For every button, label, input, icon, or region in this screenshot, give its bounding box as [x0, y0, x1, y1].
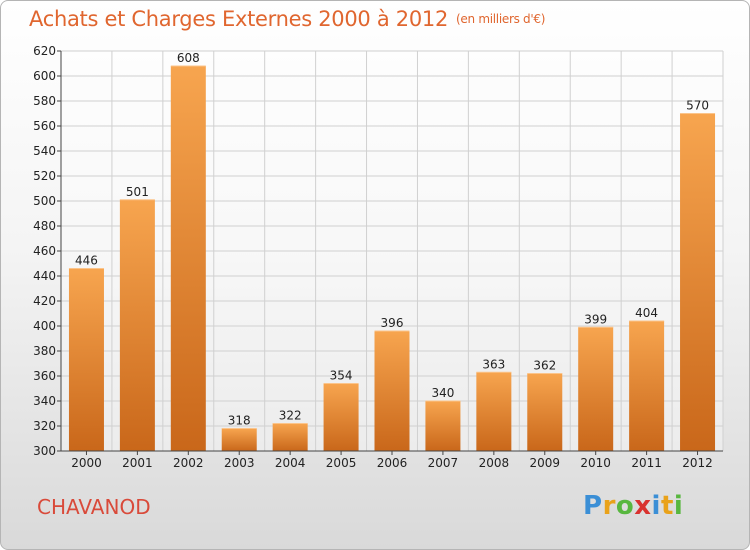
y-tick-label: 600 — [33, 69, 56, 83]
labels: 300 320 340 360 380 400 420 440 460 480 500 520 540 5… — [33, 44, 713, 470]
bar-value-label: 340 — [431, 386, 454, 400]
bar — [476, 372, 512, 451]
logo-letter: i — [651, 491, 661, 521]
bar — [629, 321, 665, 451]
y-tick-label: 360 — [33, 369, 56, 383]
x-tick-label: 2012 — [682, 456, 713, 470]
x-tick-label: 2009 — [529, 456, 560, 470]
bar-value-label: 404 — [635, 306, 658, 320]
bar — [527, 373, 563, 451]
bar — [119, 199, 155, 451]
y-tick-label: 340 — [33, 394, 56, 408]
y-tick-label: 440 — [33, 269, 56, 283]
bar-value-label: 354 — [330, 369, 353, 383]
y-tick-label: 500 — [33, 194, 56, 208]
y-tick-label: 540 — [33, 144, 56, 158]
logo-letter: i — [673, 491, 684, 521]
bars — [68, 65, 716, 451]
y-tick-label: 320 — [33, 419, 56, 433]
x-tick-label: 2003 — [224, 456, 255, 470]
x-tick-label: 2000 — [71, 456, 102, 470]
axes — [57, 50, 723, 455]
x-tick-label: 2001 — [122, 456, 153, 470]
x-tick-label: 2010 — [580, 456, 611, 470]
bar-value-label: 396 — [381, 316, 404, 330]
bar-value-label: 608 — [177, 51, 200, 65]
y-tick-label: 380 — [33, 344, 56, 358]
x-tick-label: 2006 — [377, 456, 408, 470]
proxiti-logo: Proxiti — [583, 491, 683, 521]
bar-value-label: 318 — [228, 414, 251, 428]
bar — [68, 268, 104, 451]
y-tick-label: 480 — [33, 219, 56, 233]
x-tick-label: 2007 — [428, 456, 459, 470]
bar — [272, 423, 308, 451]
logo-letter: x — [634, 491, 652, 521]
y-tick-label: 460 — [33, 244, 56, 258]
bar-value-label: 362 — [533, 359, 556, 373]
y-tick-label: 420 — [33, 294, 56, 308]
chart-title-text: Achats et Charges Externes 2000 à 2012 — [29, 7, 449, 31]
x-tick-label: 2002 — [173, 456, 204, 470]
commune-name: CHAVANOD — [37, 495, 151, 519]
bar-value-label: 446 — [75, 254, 98, 268]
chart-unit: (en milliers d'€) — [456, 12, 546, 26]
logo-letter: o — [615, 491, 635, 521]
bar — [323, 383, 359, 451]
bar — [221, 428, 257, 451]
y-tick-label: 400 — [33, 319, 56, 333]
bar — [425, 401, 461, 451]
bar-value-label: 501 — [126, 185, 149, 199]
y-tick-label: 620 — [33, 44, 56, 58]
bar — [680, 113, 716, 451]
x-tick-label: 2008 — [479, 456, 510, 470]
y-tick-label: 580 — [33, 94, 56, 108]
logo-letter: P — [583, 491, 603, 521]
y-tick-label: 560 — [33, 119, 56, 133]
x-tick-label: 2004 — [275, 456, 306, 470]
chart-title: Achats et Charges Externes 2000 à 2012 (e… — [29, 7, 545, 31]
logo-letter: r — [602, 491, 616, 521]
y-tick-label: 520 — [33, 169, 56, 183]
x-tick-label: 2005 — [326, 456, 357, 470]
bar-value-label: 322 — [279, 409, 302, 423]
bar-value-label: 570 — [686, 99, 709, 113]
bar-value-label: 363 — [482, 357, 505, 371]
bar — [578, 327, 614, 451]
bar-value-label: 399 — [584, 312, 607, 326]
y-tick-label: 300 — [33, 444, 56, 458]
x-tick-label: 2011 — [631, 456, 662, 470]
logo-letter: t — [660, 491, 674, 521]
bar — [170, 66, 206, 451]
bar — [374, 331, 410, 451]
